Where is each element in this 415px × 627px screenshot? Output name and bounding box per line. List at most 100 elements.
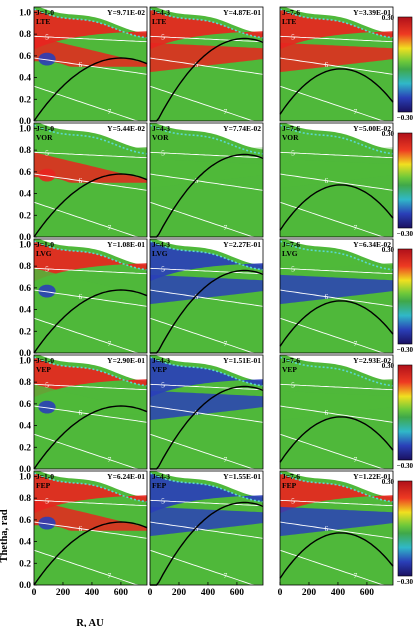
contour-line: [149, 405, 264, 423]
lower-band: [34, 152, 147, 183]
y-value-label: Y=1.08E-01: [107, 240, 145, 249]
panel-lte-2: 5 6 7 J=4-3 Y=4.87E-01 LTE: [149, 5, 264, 122]
contour-line: [33, 35, 148, 43]
y-tick-label: 0.6: [19, 284, 31, 294]
lower-band: [34, 36, 147, 67]
panel-frame: [33, 354, 148, 470]
black-curve: [279, 532, 394, 579]
colorbar: 0.30 −0.30: [382, 130, 414, 238]
contour-label: 5: [161, 264, 165, 273]
method-label: LTE: [36, 17, 50, 26]
panel-lte-3: 5 6 7 J=7-6 Y=3.39E-01 LTE: [279, 5, 394, 122]
x-tick-label: 200: [56, 588, 71, 598]
black-curve: [150, 269, 264, 354]
panel-lte-1: 5 6 7 J=1-0 Y=9.71E-02 LTE: [33, 5, 148, 122]
panel-fep-3: 5 6 7 J=7-6 Y=1.22E-01 FEP: [279, 469, 394, 586]
contour-label: 5: [45, 264, 49, 273]
method-label: LVG: [36, 249, 52, 258]
panel-frame: [279, 354, 394, 470]
upper-band: [150, 473, 263, 514]
contour-line: [33, 267, 148, 275]
y-value-label: Y=2.90E-01: [107, 356, 145, 365]
contour-line: [279, 549, 393, 586]
empty-region: [280, 237, 393, 266]
contour-line: [149, 289, 264, 307]
contour-label: 7: [107, 107, 111, 116]
contour-line: [279, 57, 394, 75]
contour-line: [149, 151, 264, 159]
colorbar-max-label: 0.30: [382, 130, 395, 138]
y-tick-label: 0.0: [19, 465, 31, 475]
contour-line: [33, 549, 147, 586]
lower-band: [280, 274, 393, 305]
black-curve: [279, 416, 394, 463]
panel-frame: [279, 470, 394, 586]
panel-frame: [33, 122, 148, 238]
edge-speckle: [33, 356, 148, 387]
upper-band: [280, 357, 393, 398]
y-tick-label: 0.4: [19, 538, 31, 548]
contour-label: 6: [194, 60, 198, 69]
contour-label: 5: [291, 380, 295, 389]
colorbar-min-label: −0.30: [397, 230, 414, 238]
colorbar: 0.30 −0.30: [382, 362, 414, 470]
contour-line: [33, 201, 147, 238]
method-label: VEP: [152, 365, 167, 374]
y-value-label: Y=5.00E-02: [353, 124, 391, 133]
method-label: FEP: [282, 481, 297, 490]
contour-line: [279, 521, 394, 539]
contour-line: [279, 173, 394, 191]
edge-speckle: [33, 124, 148, 155]
axes: R, AU Thetha, rad 0.00.20.40.60.81.00.00…: [0, 8, 374, 627]
empty-region: [34, 237, 147, 266]
contour-label: 7: [223, 339, 227, 348]
y-value-label: Y=1.22E-01: [353, 472, 391, 481]
empty-region: [34, 5, 147, 34]
contour-line: [149, 57, 264, 75]
method-label: LVG: [152, 249, 168, 258]
empty-region: [150, 353, 263, 382]
edge-speckle: [33, 8, 148, 39]
panel-frame: [33, 6, 148, 122]
empty-region: [34, 469, 147, 498]
method-label: LVG: [282, 249, 298, 258]
contour-line: [279, 151, 394, 159]
method-label: FEP: [152, 481, 167, 490]
y-tick-label: 1.0: [19, 240, 31, 250]
contour-line: [149, 35, 264, 43]
contour-label: 7: [353, 107, 357, 116]
black-curve: [279, 68, 394, 115]
inner-blob: [38, 52, 56, 66]
upper-band: [34, 241, 147, 282]
y-tick-label: 1.0: [19, 124, 31, 134]
method-label: LTE: [152, 17, 166, 26]
y-value-label: Y=2.27E-01: [223, 240, 261, 249]
contour-line: [149, 433, 263, 470]
contour-line: [149, 521, 264, 539]
transition-label: J=4-3: [152, 356, 170, 365]
black-curve: [33, 521, 148, 586]
contour-line: [279, 383, 394, 391]
contour-line: [279, 317, 393, 354]
y-value-label: Y=3.39E-01: [353, 8, 391, 17]
y-tick-label: 0.8: [19, 494, 31, 504]
transition-label: J=1-0: [36, 240, 54, 249]
inner-blob: [38, 284, 56, 298]
contour-label: 7: [107, 571, 111, 580]
inner-blob: [38, 400, 56, 414]
upper-band: [280, 125, 393, 166]
contour-line: [279, 85, 393, 122]
edge-speckle: [279, 124, 394, 155]
contour-line: [149, 201, 263, 238]
contour-label: 7: [223, 571, 227, 580]
edge-speckle: [279, 356, 394, 387]
panel-lvg-1: 5 6 7 J=1-0 Y=1.08E-01 LVG: [33, 237, 148, 354]
transition-label: J=1-0: [36, 472, 54, 481]
x-tick-label: 200: [172, 588, 187, 598]
black-curve: [150, 501, 264, 586]
colorbar: 0.30 −0.30: [382, 478, 414, 586]
contour-label: 7: [223, 107, 227, 116]
contour-line: [279, 499, 394, 507]
x-tick-label: 600: [360, 588, 375, 598]
lower-band: [150, 390, 263, 421]
